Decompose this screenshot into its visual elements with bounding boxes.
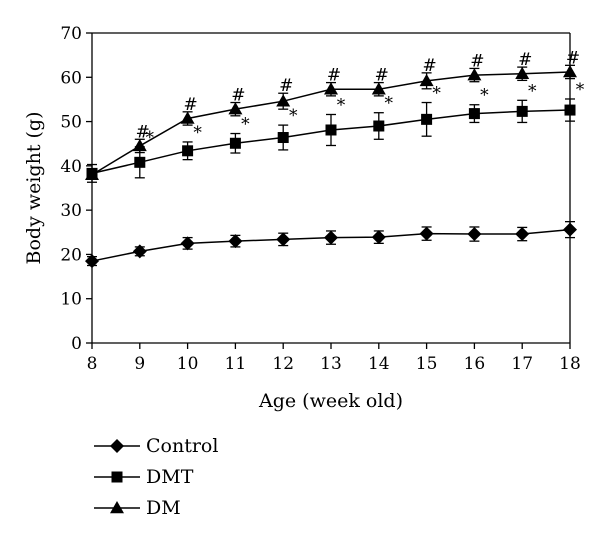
- series-dmt: * * * * * * * * * *: [86, 80, 585, 183]
- x-tick-label: 16: [464, 354, 486, 374]
- data-point-dmt: [468, 108, 480, 120]
- significance-marker-dm: #: [566, 48, 580, 68]
- data-point-dmt: [182, 145, 194, 157]
- legend-item-dmt: DMT: [94, 466, 194, 488]
- data-point-control: [180, 236, 195, 251]
- y-tick-label: 10: [60, 290, 82, 310]
- legend-marker-control: [110, 439, 124, 453]
- data-point-control: [276, 232, 291, 247]
- significance-marker-dm: #: [518, 50, 532, 70]
- y-tick-label: 70: [60, 24, 82, 44]
- data-point-control: [419, 226, 434, 241]
- data-point-control: [515, 227, 530, 242]
- data-point-dm: [180, 111, 195, 124]
- data-point-dm: [515, 66, 530, 79]
- significance-marker-dmt: *: [337, 95, 346, 115]
- significance-marker-dm: #: [231, 86, 245, 106]
- y-ticks: 0 10 20 30 40 50 60 70: [60, 24, 92, 354]
- x-tick-label: 18: [559, 354, 581, 374]
- data-point-dmt: [229, 137, 241, 149]
- significance-marker-dmt: *: [480, 86, 489, 106]
- data-point-dmt: [325, 124, 337, 136]
- data-point-control: [324, 230, 338, 245]
- data-point-dmt: [421, 113, 433, 125]
- data-point-dm: [371, 82, 386, 95]
- significance-marker-dmt: *: [146, 128, 155, 148]
- y-tick-label: 60: [60, 68, 82, 88]
- data-point-control: [228, 234, 243, 249]
- series-dm: # # # # # # # # # #: [85, 48, 580, 180]
- legend: Control DMT DM: [94, 435, 218, 519]
- x-tick-label: 17: [511, 354, 533, 374]
- significance-marker-dmt: *: [385, 94, 394, 114]
- significance-marker-dmt: *: [241, 115, 250, 135]
- x-tick-label: 13: [320, 354, 342, 374]
- data-point-control: [132, 244, 147, 259]
- significance-marker-dm: #: [136, 122, 150, 142]
- data-point-dm: [419, 73, 434, 87]
- x-tick-label: 9: [134, 354, 145, 374]
- data-point-dmt: [373, 120, 385, 132]
- data-point-dmt: [516, 105, 528, 117]
- y-tick-label: 20: [60, 245, 82, 265]
- x-tick-label: 12: [272, 354, 294, 374]
- x-tick-label: 8: [87, 354, 98, 374]
- data-point-dm: [563, 64, 577, 78]
- data-point-dm: [228, 102, 243, 115]
- legend-label-dmt: DMT: [146, 466, 194, 488]
- legend-marker-dmt: [111, 471, 123, 483]
- y-axis-title: Body weight (g): [23, 112, 45, 265]
- significance-marker-dm: #: [375, 66, 389, 86]
- legend-marker-dm: [110, 501, 124, 514]
- x-tick-label: 15: [416, 354, 438, 374]
- significance-marker-dmt: *: [432, 84, 441, 104]
- data-point-control: [85, 254, 99, 269]
- y-tick-label: 0: [71, 334, 82, 354]
- x-ticks: 8 9 10 11 12 13 14 15 16 17 18: [87, 343, 581, 374]
- data-point-dmt: [134, 156, 146, 168]
- series-control: [85, 221, 577, 269]
- data-point-dm: [276, 94, 291, 107]
- significance-marker-dm: #: [327, 66, 341, 86]
- y-tick-label: 30: [60, 201, 82, 221]
- data-point-dmt: [277, 132, 289, 144]
- legend-label-control: Control: [146, 435, 218, 457]
- data-point-control: [371, 230, 386, 245]
- data-point-dm: [132, 138, 147, 152]
- legend-item-dm: DM: [94, 497, 181, 519]
- data-point-dm: [85, 167, 99, 180]
- significance-marker-dm: #: [422, 56, 436, 76]
- plot-series: * * * ** ** * * *## # ## # # # # #: [85, 48, 585, 269]
- significance-marker-dmt: *: [193, 123, 202, 143]
- significance-marker-dm: #: [279, 76, 293, 96]
- significance-marker-dmt: *: [289, 106, 298, 126]
- axes: [91, 32, 571, 344]
- data-point-control: [467, 227, 482, 242]
- significance-marker-dm: #: [470, 51, 484, 71]
- significance-marker-dmt: *: [576, 80, 585, 100]
- data-point-dm: [467, 68, 482, 81]
- data-point-control: [563, 222, 577, 237]
- x-tick-label: 14: [368, 354, 390, 374]
- y-tick-label: 40: [60, 157, 82, 177]
- legend-item-control: Control: [94, 435, 218, 457]
- significance-marker-dmt: *: [528, 81, 537, 101]
- x-axis-title: Age (week old): [258, 390, 403, 412]
- data-point-dm: [324, 82, 338, 95]
- y-tick-label: 50: [60, 113, 82, 133]
- data-point-dmt: [564, 104, 576, 116]
- x-tick-label: 11: [225, 354, 247, 374]
- significance-marker-dm: #: [183, 95, 197, 115]
- legend-label-dm: DM: [146, 497, 181, 519]
- x-tick-label: 10: [177, 354, 199, 374]
